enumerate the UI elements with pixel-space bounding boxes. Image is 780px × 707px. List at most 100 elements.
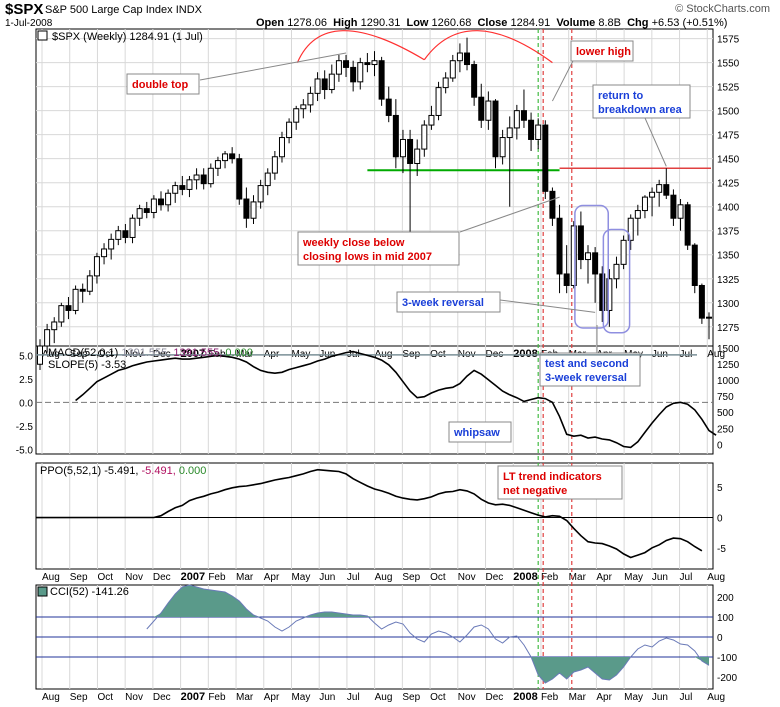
slope-line	[75, 350, 717, 449]
test-annotation-text: test and second	[545, 358, 629, 370]
return-annotation-text: return to	[598, 90, 644, 102]
copyright-label: © StockCharts.com	[675, 3, 770, 15]
cci-oversold-fill	[146, 657, 710, 683]
x-tick-label: Apr	[596, 692, 612, 703]
x-tick-label: Apr	[264, 692, 280, 703]
cci-line	[146, 584, 710, 684]
candle-body	[371, 60, 378, 66]
candle-body	[449, 60, 456, 79]
candle-body	[535, 124, 542, 140]
return-leader	[644, 117, 667, 167]
return-annotation: return to breakdown area	[592, 84, 691, 119]
candle-body	[385, 98, 392, 116]
x-tick-label: Feb	[541, 692, 559, 703]
x-tick-label: Mar	[569, 692, 587, 703]
candle-body	[599, 273, 606, 311]
candle-body	[357, 62, 364, 83]
slope-left-tick: -2.5	[16, 422, 34, 433]
low-label: Low	[406, 17, 429, 29]
x-tick-label: Sep	[70, 572, 88, 583]
x-tick-label: Jun	[319, 572, 335, 583]
x-tick-label: Dec	[153, 692, 171, 703]
x-tick-label: Aug	[375, 572, 393, 583]
price-tick-label: 1300	[717, 299, 740, 310]
cci-tick-label: -200	[717, 673, 737, 684]
candle-body	[606, 278, 613, 311]
candle-body	[399, 138, 406, 158]
weekly-close-annotation-box	[297, 231, 460, 266]
candle-body	[300, 104, 307, 110]
x-tick-label: Feb	[208, 572, 226, 583]
candle-body	[698, 284, 705, 319]
double-top-annotation-box	[126, 73, 200, 95]
x-tick-label: May	[291, 572, 310, 583]
candle-body	[478, 96, 485, 121]
candle-body	[663, 184, 670, 196]
reversal-oval	[574, 204, 609, 329]
candle-body	[343, 60, 350, 68]
candle-body	[44, 329, 51, 347]
x-tick-label: Sep	[402, 692, 420, 703]
macd-right-tick: 1250	[717, 360, 740, 371]
x-tick-label: Jul	[680, 692, 693, 703]
candle-body	[157, 198, 164, 206]
lt-annotation-text: net negative	[503, 485, 567, 497]
price-tick-label: 1550	[717, 59, 740, 70]
ppo-tick-label: 0	[717, 514, 723, 525]
double-top-arc-left	[296, 30, 425, 63]
candle-body	[335, 60, 342, 75]
candle-body	[186, 179, 193, 190]
security-full-name: S&P 500 Large Cap Index	[45, 4, 173, 16]
double-top-annotation: double top	[126, 73, 200, 95]
candle-body	[328, 73, 335, 91]
security-name: S&P 500 Large Cap Index INDX	[45, 4, 202, 16]
candle-body	[314, 78, 321, 94]
candle-body	[577, 225, 584, 261]
x-tick-label: Nov	[458, 692, 476, 703]
candle-body	[620, 239, 627, 265]
x-tick-label: Aug	[707, 572, 725, 583]
slope-left-tick: 5.0	[19, 351, 33, 362]
candle-body	[207, 167, 214, 185]
cci-legend: CCI(52) -141.26	[50, 586, 129, 598]
three-week-leader	[499, 299, 596, 313]
x-tick-label: Jul	[347, 572, 360, 583]
x-tick-label: 2008	[513, 348, 537, 360]
double-top-arc-right	[423, 30, 553, 64]
price-tick-label: 1375	[717, 227, 740, 238]
candle-body	[414, 148, 421, 164]
weekly-close-annotation-text: weekly close below	[302, 237, 405, 249]
ppo-legend: PPO(5,52,1) -5.491, -5.491, 0.000	[40, 465, 206, 477]
x-tick-label: Aug	[375, 692, 393, 703]
x-tick-label: Mar	[569, 572, 587, 583]
three-week-annotation-box	[396, 291, 501, 313]
x-tick-label: 2008	[513, 691, 537, 703]
cci-legend-swatch	[37, 586, 48, 597]
candle-body	[193, 174, 200, 181]
candle-body	[627, 217, 634, 241]
candle-body	[321, 78, 328, 91]
cci-overbought-fill	[146, 585, 710, 617]
high-value: 1290.31	[360, 17, 401, 29]
candle-body	[670, 194, 677, 219]
macd-right-tick: 750	[717, 392, 734, 403]
candle-body	[65, 305, 72, 311]
candle-body	[150, 198, 157, 213]
x-tick-label: Feb	[208, 692, 226, 703]
candle-body	[264, 172, 271, 187]
candle-body	[350, 66, 357, 83]
candle-body	[563, 273, 570, 286]
candle-body	[222, 153, 229, 162]
candle-body	[471, 64, 478, 98]
slope-left-tick: 2.5	[19, 375, 33, 386]
x-tick-label: Jul	[347, 692, 360, 703]
candle-body	[136, 208, 143, 219]
price-tick-label: 1475	[717, 131, 740, 142]
candle-body	[257, 185, 264, 203]
candle-body	[236, 158, 243, 200]
exchange-label: INDX	[175, 4, 202, 16]
x-tick-label: Apr	[596, 572, 612, 583]
price-tick-label: 1425	[717, 179, 740, 190]
candle-body	[684, 204, 691, 246]
